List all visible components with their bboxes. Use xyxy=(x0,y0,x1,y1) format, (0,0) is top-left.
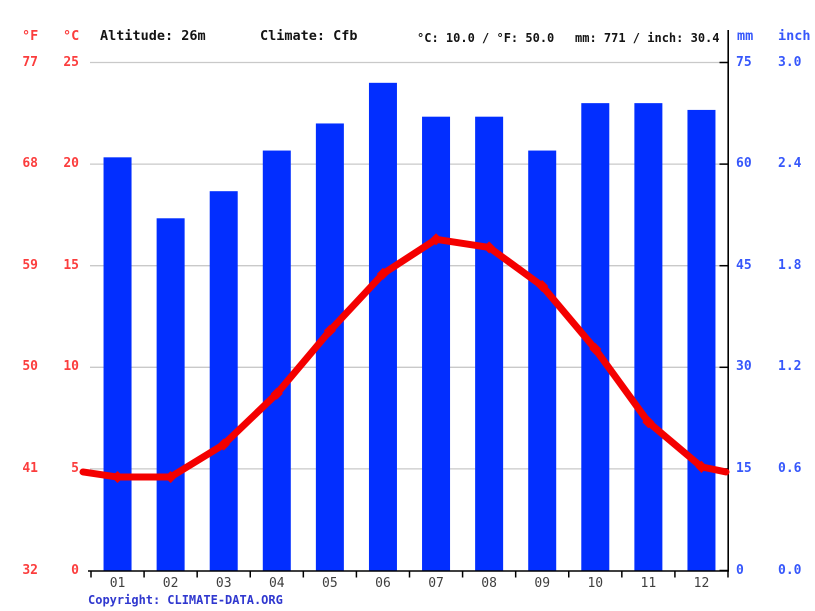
precip-bar-08 xyxy=(475,116,504,571)
tick-label-celsius: 0 xyxy=(71,562,79,578)
precip-bar-09 xyxy=(528,150,557,571)
temp-marker xyxy=(270,387,283,400)
month-label-11: 11 xyxy=(640,575,657,591)
climate-class-label: Climate: Cfb xyxy=(260,28,358,44)
tick-label-mm: 45 xyxy=(736,257,752,273)
mean-temperature-summary: °C: 10.0 / °F: 50.0 xyxy=(417,31,555,45)
precip-bar-06 xyxy=(368,82,397,571)
altitude-label: Altitude: 26m xyxy=(100,28,206,44)
temp-marker xyxy=(323,324,336,337)
month-label-03: 03 xyxy=(215,575,232,591)
month-label-01: 01 xyxy=(109,575,126,591)
temp-marker xyxy=(429,233,443,246)
month-label-12: 12 xyxy=(693,575,710,591)
temp-marker xyxy=(217,438,230,451)
precip-bar-01 xyxy=(103,157,132,571)
tick-label-celsius: 10 xyxy=(63,359,79,375)
month-label-08: 08 xyxy=(481,575,497,591)
month-label-07: 07 xyxy=(428,575,444,591)
axis-millimeters: 75 60 45 30 15 0 xyxy=(736,0,776,611)
inch-unit-label: inch xyxy=(778,28,811,44)
precip-bar-11 xyxy=(634,103,663,571)
tick-label-inch: 3.0 xyxy=(778,54,802,70)
climate-data-link[interactable]: CLIMATE-DATA.ORG xyxy=(167,593,283,607)
tick-label-inch: 1.2 xyxy=(778,359,802,375)
month-label-06: 06 xyxy=(375,575,391,591)
footer: Copyright: CLIMATE-DATA.ORG xyxy=(88,593,283,607)
month-label-10: 10 xyxy=(587,575,604,591)
annual-precipitation-summary: mm: 771 / inch: 30.4 xyxy=(575,31,720,45)
tick-label-celsius: 20 xyxy=(63,156,79,172)
precip-bar-12 xyxy=(687,109,716,571)
tick-label-inch: 0.0 xyxy=(778,562,802,578)
axis-celsius: 25 20 15 10 5 0 xyxy=(49,0,79,611)
temp-line xyxy=(79,235,730,481)
tick-label-fahrenheit: 50 xyxy=(22,359,38,375)
axis-inches: 3.0 2.4 1.8 1.2 0.6 0.0 xyxy=(778,0,815,611)
tick-label-inch: 1.8 xyxy=(778,257,802,273)
tick-label-celsius: 5 xyxy=(71,460,79,476)
tick-label-mm: 15 xyxy=(736,460,752,476)
precip-bar-02 xyxy=(156,218,185,571)
temp-marker xyxy=(164,470,177,484)
temp-marker xyxy=(483,241,496,254)
tick-label-inch: 2.4 xyxy=(778,156,802,172)
celsius-unit-label: °C xyxy=(63,28,80,44)
tick-label-mm: 60 xyxy=(736,156,752,172)
tick-label-celsius: 25 xyxy=(63,54,79,70)
month-label-04: 04 xyxy=(268,575,285,591)
tick-label-fahrenheit: 59 xyxy=(22,257,38,273)
copyright-label: Copyright: xyxy=(88,593,161,607)
month-label-05: 05 xyxy=(322,575,338,591)
tick-label-fahrenheit: 41 xyxy=(22,460,38,476)
tick-label-mm: 75 xyxy=(736,54,752,70)
temp-marker xyxy=(111,470,124,484)
precip-bar-03 xyxy=(209,191,238,571)
axis-fahrenheit: 77 68 59 50 41 32 xyxy=(8,0,38,611)
precip-bar-07 xyxy=(422,116,451,571)
precip-bar-04 xyxy=(262,150,291,571)
tick-label-fahrenheit: 32 xyxy=(22,562,38,578)
month-label-09: 09 xyxy=(534,575,551,591)
tick-label-mm: 30 xyxy=(736,359,752,375)
tick-label-celsius: 15 xyxy=(63,257,79,273)
tick-label-fahrenheit: 68 xyxy=(22,156,38,172)
tick-label-mm: 0 xyxy=(736,562,744,578)
month-label-02: 02 xyxy=(162,575,179,591)
mm-unit-label: mm xyxy=(737,28,754,44)
tick-label-inch: 0.6 xyxy=(778,460,802,476)
tick-label-fahrenheit: 77 xyxy=(22,54,38,70)
fahrenheit-unit-label: °F xyxy=(22,28,39,44)
temp-marker xyxy=(376,267,390,280)
